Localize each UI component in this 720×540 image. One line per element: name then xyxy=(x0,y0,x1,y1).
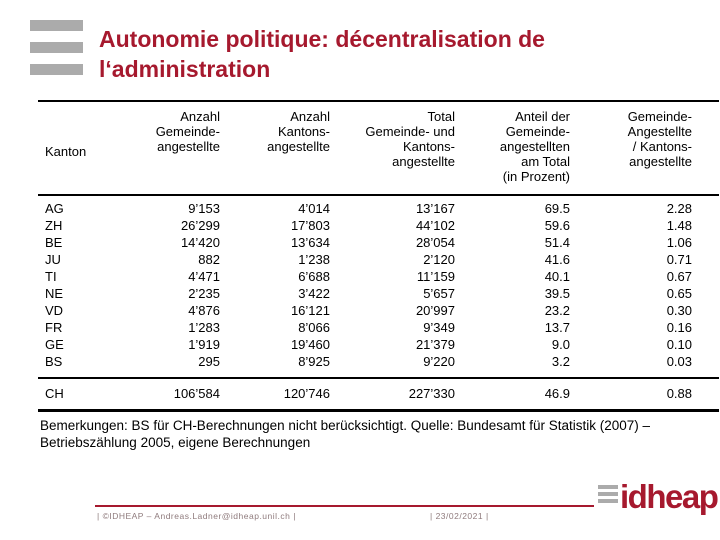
value-cell: 44’102 xyxy=(415,218,455,233)
kanton-cell: CH xyxy=(38,378,128,412)
footer-copyright: | ©IDHEAP – Andreas.Ladner@idheap.unil.c… xyxy=(97,511,296,521)
value-cell: 0.16 xyxy=(666,320,692,335)
value-cell: 120’746 xyxy=(220,378,330,412)
value-cell: 0.30 xyxy=(666,303,692,318)
column-header: Total Gemeinde- und Kantons- angestellte xyxy=(330,101,455,196)
column-header: Gemeinde- Angestellte / Kantons- angeste… xyxy=(570,101,719,196)
idheap-logo-bars-icon xyxy=(598,484,618,503)
kanton-cell: ZH xyxy=(45,218,63,233)
value-cell: 21’379 xyxy=(415,337,455,352)
value-cell: 1’238 xyxy=(298,252,330,267)
statistics-table: Kanton Anzahl Gemeinde- angestellte Anzahl… xyxy=(38,100,719,412)
value-cell: 1.06 xyxy=(666,235,692,250)
table-row: NE 2’235 3’422 5’657 39.5 0.65 xyxy=(38,285,719,302)
table-remarks: Bemerkungen: BS für CH-Berechnungen nich… xyxy=(40,418,651,450)
value-cell: 28’054 xyxy=(415,235,455,250)
value-cell: 20’997 xyxy=(415,303,455,318)
column-header: Anzahl Kantons- angestellte xyxy=(220,101,330,196)
table-row: GE 1’919 19’460 21’379 9.0 0.10 xyxy=(38,336,719,353)
value-cell: 2’120 xyxy=(423,252,455,267)
value-cell: 2.28 xyxy=(666,201,692,216)
value-cell: 1’919 xyxy=(188,337,220,352)
table-row: BS 295 8’925 9’220 3.2 0.03 xyxy=(38,353,719,379)
value-cell: 9’153 xyxy=(188,201,220,216)
value-cell: 19’460 xyxy=(290,337,330,352)
column-header: Anzahl Gemeinde- angestellte xyxy=(128,101,220,196)
value-cell: 9’220 xyxy=(330,353,455,379)
kanton-cell: FR xyxy=(45,320,63,335)
value-cell: 9.0 xyxy=(551,337,570,352)
footer-date: | 23/02/2021 | xyxy=(430,511,489,521)
value-cell: 1.48 xyxy=(666,218,692,233)
kanton-cell: BE xyxy=(45,235,63,250)
value-cell: 13’167 xyxy=(415,201,455,216)
logo-bar xyxy=(30,20,83,31)
value-cell: 295 xyxy=(128,353,220,379)
value-cell: 16’121 xyxy=(290,303,330,318)
statistics-table-block: Kanton Anzahl Gemeinde- angestellte Anzahl… xyxy=(38,100,719,451)
kanton-cell: TI xyxy=(45,269,57,284)
value-cell: 59.6 xyxy=(544,218,570,233)
kanton-cell: NE xyxy=(45,286,64,301)
footer-rule xyxy=(95,505,719,507)
idheap-logo: idheap xyxy=(594,478,720,515)
kanton-cell: BS xyxy=(38,353,128,379)
table-header-row: Kanton Anzahl Gemeinde- angestellte Anzahl… xyxy=(38,101,719,196)
value-cell: 0.65 xyxy=(666,286,692,301)
value-cell: 40.1 xyxy=(544,269,570,284)
value-cell: 4’876 xyxy=(188,303,220,318)
kanton-cell: VD xyxy=(45,303,64,318)
value-cell: 51.4 xyxy=(544,235,570,250)
value-cell: 0.67 xyxy=(666,269,692,284)
value-cell: 3’422 xyxy=(298,286,330,301)
value-cell: 4’014 xyxy=(298,201,330,216)
column-header: Anteil der Gemeinde- angestellten am Tot… xyxy=(455,101,570,196)
value-cell: 0.10 xyxy=(666,337,692,352)
column-header: Kanton xyxy=(38,101,128,196)
value-cell: 14’420 xyxy=(180,235,220,250)
table-row: AG 9’153 4’014 13’167 69.5 2.28 xyxy=(38,195,719,217)
slide-title: Autonomie politique: décentralisation de… xyxy=(99,26,545,82)
value-cell: 39.5 xyxy=(544,286,570,301)
value-cell: 4’471 xyxy=(188,269,220,284)
table-row: FR 1’283 8’066 9’349 13.7 0.16 xyxy=(38,319,719,336)
table-row: CH 106’584 120’746 227’330 46.9 0.88 xyxy=(38,378,719,412)
value-cell: 106’584 xyxy=(128,378,220,412)
value-cell: 8’925 xyxy=(220,353,330,379)
logo-bar xyxy=(30,64,83,75)
value-cell: 8’066 xyxy=(298,320,330,335)
table-row: JU 882 1’238 2’120 41.6 0.71 xyxy=(38,251,719,268)
table-row: TI 4’471 6’688 11’159 40.1 0.67 xyxy=(38,268,719,285)
table-row: BE 14’420 13’634 28’054 51.4 1.06 xyxy=(38,234,719,251)
value-cell: 882 xyxy=(198,252,220,267)
value-cell: 9’349 xyxy=(423,320,455,335)
value-cell: 0.03 xyxy=(570,353,719,379)
value-cell: 41.6 xyxy=(544,252,570,267)
value-cell: 11’159 xyxy=(416,269,455,284)
logo-bar xyxy=(30,42,83,53)
value-cell: 0.88 xyxy=(570,378,719,412)
value-cell: 2’235 xyxy=(188,286,220,301)
value-cell: 13.7 xyxy=(544,320,570,335)
kanton-cell: AG xyxy=(45,201,64,216)
kanton-cell: JU xyxy=(45,252,61,267)
value-cell: 13’634 xyxy=(290,235,330,250)
value-cell: 5’657 xyxy=(423,286,455,301)
value-cell: 6’688 xyxy=(298,269,330,284)
kanton-cell: GE xyxy=(45,337,64,352)
value-cell: 26’299 xyxy=(180,218,220,233)
idheap-logo-text: idheap xyxy=(620,478,719,515)
value-cell: 1’283 xyxy=(188,320,220,335)
value-cell: 0.71 xyxy=(666,252,692,267)
value-cell: 69.5 xyxy=(544,201,570,216)
table-row: ZH 26’299 17’803 44’102 59.6 1.48 xyxy=(38,217,719,234)
value-cell: 3.2 xyxy=(455,353,570,379)
value-cell: 17’803 xyxy=(290,218,330,233)
table-row: VD 4’876 16’121 20’997 23.2 0.30 xyxy=(38,302,719,319)
value-cell: 227’330 xyxy=(330,378,455,412)
value-cell: 23.2 xyxy=(544,303,570,318)
idheap-bars-icon xyxy=(30,20,83,86)
value-cell: 46.9 xyxy=(455,378,570,412)
